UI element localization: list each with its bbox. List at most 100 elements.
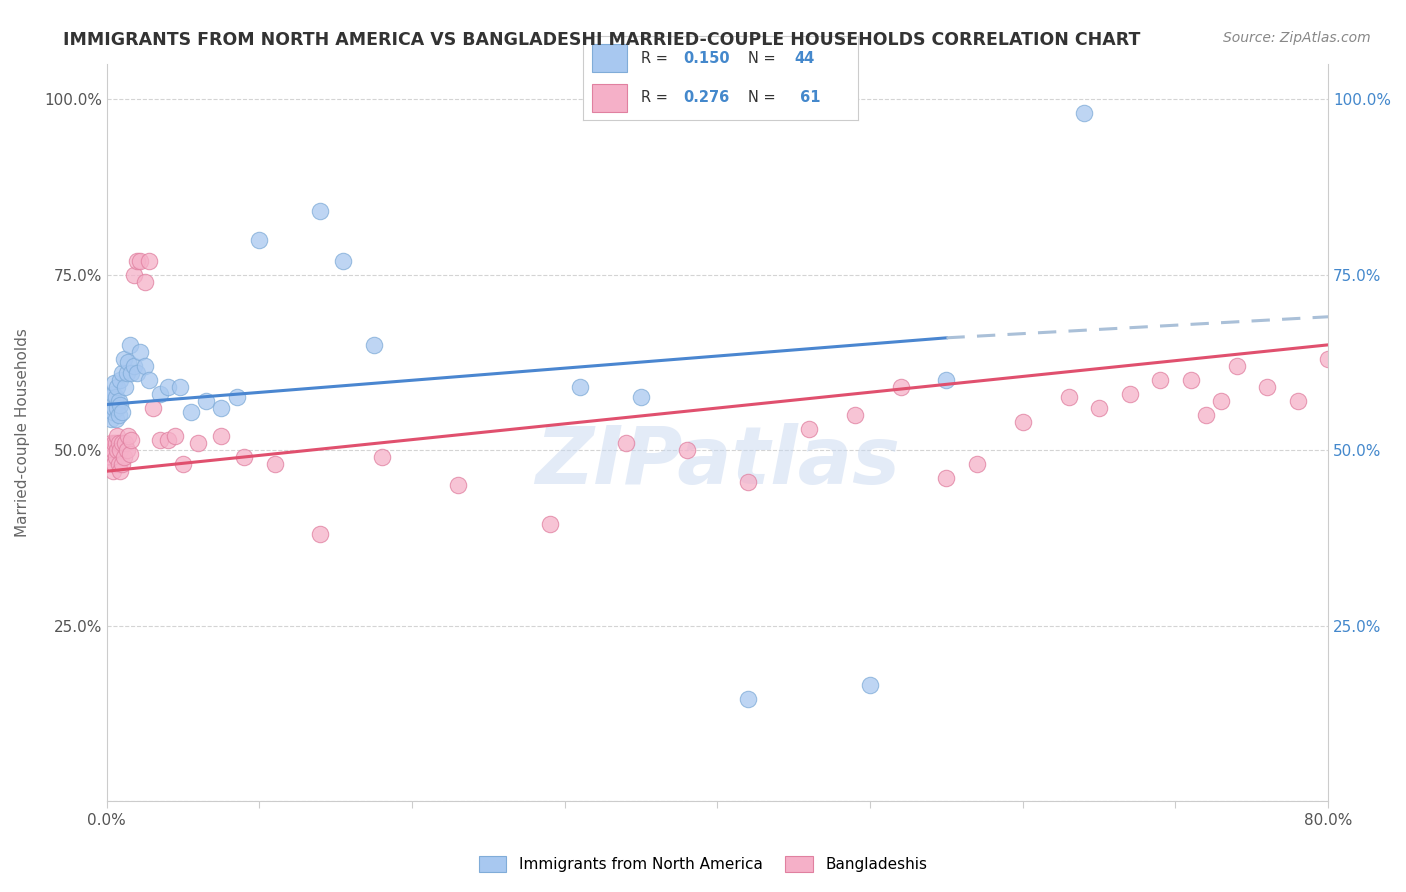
Point <box>1317 351 1340 366</box>
Point <box>142 401 165 415</box>
Point <box>115 443 138 458</box>
Point <box>117 429 139 443</box>
Point <box>104 450 127 465</box>
Point <box>127 366 149 380</box>
Point <box>172 457 194 471</box>
Text: IMMIGRANTS FROM NORTH AMERICA VS BANGLADESHI MARRIED-COUPLE HOUSEHOLDS CORRELATI: IMMIGRANTS FROM NORTH AMERICA VS BANGLAD… <box>63 31 1140 49</box>
Point <box>614 436 637 450</box>
Text: 0.150: 0.150 <box>683 51 730 66</box>
Point <box>107 401 129 415</box>
Text: R =: R = <box>641 90 672 105</box>
Point <box>100 391 122 405</box>
Point <box>101 404 124 418</box>
Point <box>112 450 135 465</box>
Point <box>107 380 129 394</box>
Point <box>935 471 957 485</box>
Point <box>149 433 172 447</box>
Point <box>890 380 912 394</box>
Point <box>538 516 561 531</box>
Point <box>1149 373 1171 387</box>
Point <box>165 429 187 443</box>
Point <box>1088 401 1111 415</box>
Point <box>859 678 882 692</box>
Point <box>1057 391 1080 405</box>
Point <box>447 478 470 492</box>
Point <box>797 422 820 436</box>
Point <box>115 366 138 380</box>
Point <box>104 411 127 425</box>
Point <box>114 436 136 450</box>
Point <box>122 359 145 373</box>
Point <box>108 457 131 471</box>
Point <box>1211 394 1233 409</box>
Point <box>103 401 125 415</box>
Point <box>138 373 160 387</box>
Text: 61: 61 <box>794 90 820 105</box>
Point <box>103 436 125 450</box>
Point <box>569 380 592 394</box>
Point <box>1286 394 1309 409</box>
Point <box>134 359 156 373</box>
Point <box>737 475 759 489</box>
FancyBboxPatch shape <box>592 84 627 112</box>
Point <box>111 457 134 471</box>
Point <box>309 204 332 219</box>
Point <box>101 387 124 401</box>
Point <box>676 443 699 458</box>
Point <box>149 387 172 401</box>
Point <box>108 394 131 409</box>
Point <box>114 380 136 394</box>
Text: R =: R = <box>641 51 672 66</box>
Point <box>112 351 135 366</box>
Point <box>187 436 209 450</box>
Point <box>1225 359 1247 373</box>
Point <box>118 447 141 461</box>
Point <box>129 253 152 268</box>
Point <box>249 233 271 247</box>
Point <box>180 404 202 418</box>
Point <box>120 366 142 380</box>
Point <box>110 397 132 411</box>
Point <box>156 433 179 447</box>
Point <box>309 527 332 541</box>
Point <box>1180 373 1202 387</box>
Text: 44: 44 <box>794 51 815 66</box>
Point <box>120 433 142 447</box>
Point <box>122 268 145 282</box>
Point <box>134 275 156 289</box>
Point <box>108 436 131 450</box>
Point <box>630 391 652 405</box>
Text: 0.276: 0.276 <box>683 90 730 105</box>
Point <box>737 692 759 706</box>
Y-axis label: Married-couple Households: Married-couple Households <box>15 328 30 537</box>
Point <box>118 338 141 352</box>
Point <box>138 253 160 268</box>
Text: N =: N = <box>748 51 780 66</box>
Point <box>263 457 285 471</box>
Point <box>111 404 134 418</box>
Point <box>129 344 152 359</box>
Point <box>101 464 124 478</box>
Point <box>1073 106 1095 120</box>
Text: N =: N = <box>748 90 780 105</box>
Point <box>209 429 232 443</box>
Point <box>363 338 385 352</box>
Point <box>233 450 256 465</box>
Point <box>225 391 247 405</box>
Point <box>103 376 125 391</box>
Point <box>195 394 218 409</box>
FancyBboxPatch shape <box>592 45 627 72</box>
Point <box>100 450 122 465</box>
Point <box>111 366 134 380</box>
Point <box>101 443 124 458</box>
Point <box>966 457 988 471</box>
Point <box>110 443 132 458</box>
Point <box>104 391 127 405</box>
Text: ZIPatlas: ZIPatlas <box>534 423 900 501</box>
Point <box>370 450 392 465</box>
Point <box>107 429 129 443</box>
Point <box>156 380 179 394</box>
Point <box>1195 408 1218 422</box>
Point <box>935 373 957 387</box>
Point <box>209 401 232 415</box>
